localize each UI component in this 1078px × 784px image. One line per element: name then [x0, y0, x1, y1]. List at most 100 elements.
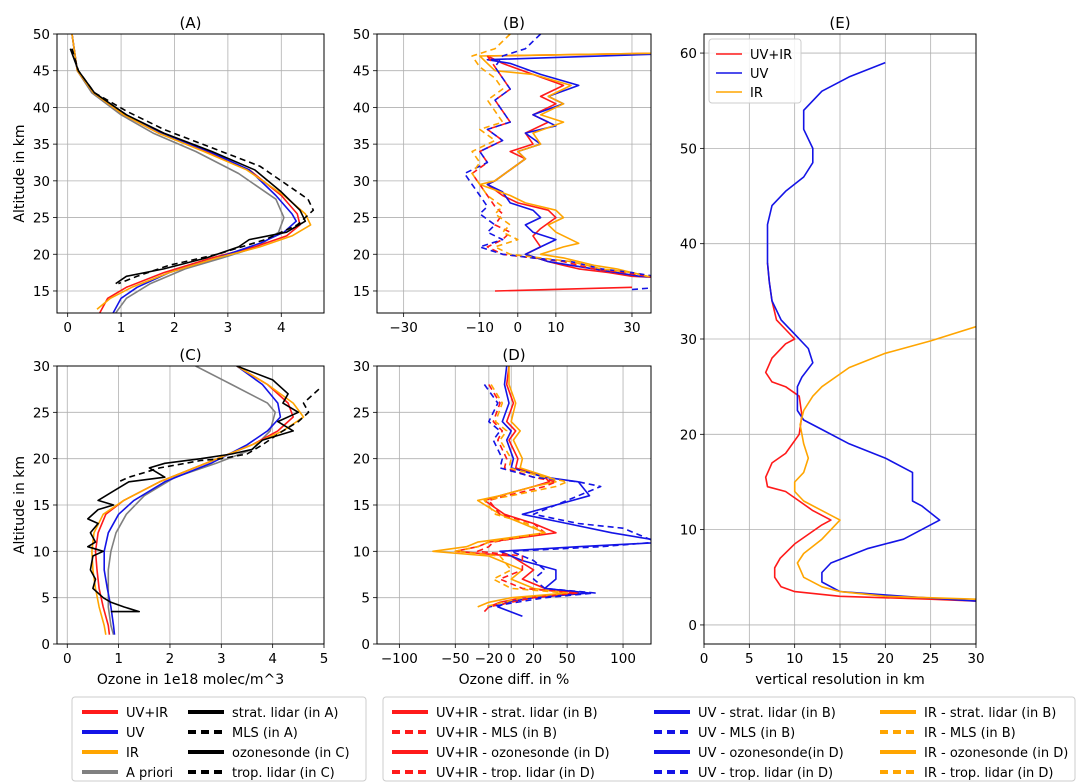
y-tick-label: 0: [688, 618, 697, 634]
legend-label: A priori: [126, 766, 173, 781]
y-tick-label: 25: [33, 211, 50, 227]
legend-label: IR - ozonesonde (in D): [924, 746, 1068, 761]
series-line: [471, 34, 651, 278]
y-tick-label: 30: [680, 332, 697, 348]
x-tick-label: 2: [166, 651, 175, 667]
y-tick-label: 5: [361, 591, 370, 607]
legend-label: UV - trop. lidar (in D): [698, 766, 833, 781]
panel-title: (E): [829, 14, 850, 32]
x-tick-label: 5: [320, 651, 329, 667]
legend-label: UV+IR - strat. lidar (in B): [436, 706, 598, 721]
plot-frame: [56, 365, 325, 645]
series-line: [71, 34, 301, 313]
x-axis-label: Ozone diff. in %: [459, 672, 570, 688]
x-tick-label: 20: [877, 651, 894, 667]
y-tick-label: 20: [680, 427, 697, 443]
series-group: [764, 61, 976, 602]
series-line: [479, 52, 651, 278]
panel-title: (C): [179, 346, 201, 364]
series-group: [432, 366, 651, 617]
series-line: [631, 287, 651, 291]
x-tick-label: 20: [525, 651, 542, 667]
series-line: [103, 366, 282, 635]
y-tick-label: 35: [33, 137, 50, 153]
y-tick-label: 45: [353, 64, 370, 80]
legend-label: UV+IR - ozonesonde (in D): [436, 746, 610, 761]
series-line: [69, 48, 307, 285]
x-tick-label: 0: [63, 651, 72, 667]
x-tick-label: 50: [559, 651, 576, 667]
legend-label: trop. lidar (in C): [232, 766, 335, 781]
legend-label: MLS (in A): [232, 726, 298, 741]
x-tick-label: 15: [831, 651, 848, 667]
legend-label: UV: [750, 67, 769, 82]
legend-label: UV - ozonesonde(in D): [698, 746, 844, 761]
panel-title: (A): [180, 14, 202, 32]
plot-frame: [56, 33, 325, 314]
x-tick-label: −50: [441, 651, 470, 667]
series-line: [71, 34, 312, 310]
y-tick-label: 20: [353, 247, 370, 263]
legend-label: UV+IR - trop. lidar (in D): [436, 766, 595, 781]
legend-label: strat. lidar (in A): [232, 706, 338, 721]
y-tick-label: 0: [361, 637, 370, 653]
x-tick-label: 4: [277, 320, 286, 336]
legend-label: IR: [750, 86, 763, 101]
y-tick-label: 40: [353, 100, 370, 116]
y-tick-label: 15: [33, 284, 50, 300]
legend-label: UV: [126, 726, 145, 741]
x-tick-label: 0: [514, 320, 523, 336]
y-tick-label: 30: [33, 359, 50, 375]
y-tick-label: 10: [680, 523, 697, 539]
y-tick-label: 25: [353, 405, 370, 421]
x-tick-label: 3: [217, 651, 226, 667]
series-line: [87, 366, 300, 613]
series-line: [476, 384, 580, 608]
x-tick-label: 0: [507, 651, 516, 667]
y-tick-label: 25: [33, 405, 50, 421]
y-axis-label: Altitude in km: [12, 456, 28, 554]
y-tick-label: 40: [33, 100, 50, 116]
plot-frame: [376, 365, 652, 645]
legend-frame-left: [71, 696, 367, 782]
x-tick-label: 1: [117, 320, 126, 336]
y-tick-label: 0: [41, 637, 50, 653]
series-line: [71, 34, 297, 313]
x-tick-label: 5: [745, 651, 754, 667]
y-tick-label: 30: [33, 174, 50, 190]
series-line: [91, 366, 305, 635]
series-line: [71, 34, 285, 313]
x-tick-label: −20: [475, 651, 504, 667]
y-tick-label: 50: [680, 141, 697, 157]
series-line: [494, 286, 633, 292]
x-tick-label: 3: [224, 320, 233, 336]
y-tick-label: 15: [33, 498, 50, 514]
x-tick-label: 10: [547, 320, 564, 336]
panel-b: −30 −10 0 10 30 15 20 25 30 35 40 45 50 (B): [353, 14, 652, 336]
plot-frame: [703, 33, 977, 645]
series-line: [471, 55, 651, 278]
x-axis-label: Ozone in 1e18 molec/m^3: [97, 672, 284, 688]
panel-title: (B): [503, 14, 525, 32]
x-tick-label: 30: [623, 320, 640, 336]
legend-label: IR: [126, 746, 139, 761]
panel-title: (D): [502, 346, 525, 364]
y-tick-label: 15: [353, 498, 370, 514]
y-tick-label: 5: [41, 591, 50, 607]
legend-label: IR - trop. lidar (in D): [924, 766, 1054, 781]
x-tick-label: −100: [381, 651, 418, 667]
series-line: [486, 53, 651, 278]
x-tick-label: −30: [389, 320, 418, 336]
x-tick-label: 0: [63, 320, 72, 336]
bottom-legend: UV+IR UV IR A priori strat. lidar (in A) MLS …: [71, 696, 1076, 782]
y-tick-label: 20: [33, 247, 50, 263]
series-line: [764, 262, 976, 602]
y-tick-label: 10: [33, 544, 50, 560]
legend-label: UV - MLS (in B): [698, 726, 795, 741]
panel-e: 0 5 10 15 20 25 30 0 10 20 30 40 50 60 (E) vertical res…: [680, 14, 985, 688]
y-tick-label: 50: [353, 27, 370, 43]
legend-frame-right: [382, 696, 1076, 782]
series-group: [69, 34, 315, 313]
